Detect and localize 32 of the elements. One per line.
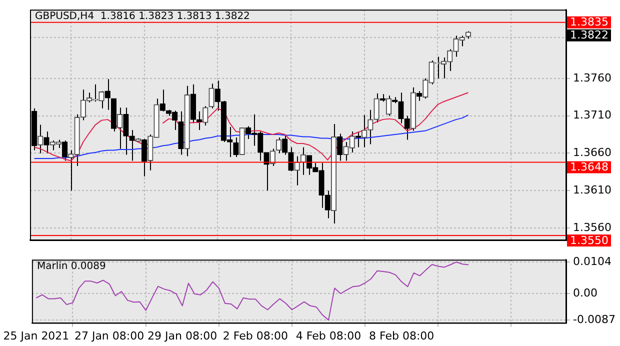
y-tick-label: 0.0104 xyxy=(573,254,612,268)
candlestick xyxy=(44,131,50,154)
candlestick xyxy=(62,140,68,162)
candlestick xyxy=(337,133,343,162)
candlestick xyxy=(123,107,129,156)
chart-title: Marlin 0.0089 xyxy=(36,261,106,272)
y-tick-label: 1.3710 xyxy=(573,108,612,122)
candlestick xyxy=(368,109,374,145)
x-tick-label: 8 Feb 08:00 xyxy=(368,329,434,342)
x-tick-label: 27 Jan 08:00 xyxy=(74,329,144,342)
candlestick xyxy=(160,89,166,112)
ref-line-label: 1.3835 xyxy=(570,16,608,29)
ref-line-label: 1.3648 xyxy=(570,160,608,174)
y-tick-label: 1.3560 xyxy=(573,220,612,234)
candlestick xyxy=(233,137,239,158)
y-tick-label: 1.3760 xyxy=(573,71,612,84)
ref-line-label: 1.3550 xyxy=(570,234,608,247)
y-tick-label: -0.0087 xyxy=(573,312,616,326)
candlestick xyxy=(264,152,270,192)
candlestick xyxy=(282,136,288,156)
candlestick xyxy=(129,130,135,162)
chart-title: GBPUSD,H4 1.3816 1.3823 1.3813 1.3822 xyxy=(35,11,250,22)
text: 1.3822 xyxy=(570,28,608,42)
y-tick-label: 0.00 xyxy=(573,286,598,300)
candlestick xyxy=(141,138,148,177)
candlestick xyxy=(196,110,202,131)
x-tick-label: 29 Jan 08:00 xyxy=(148,329,218,342)
y-tick-label: 1.3660 xyxy=(573,146,612,160)
x-tick-label: 2 Feb 08:00 xyxy=(222,329,288,342)
x-tick-label: 4 Feb 08:00 xyxy=(296,329,362,342)
x-tick-label: 25 Jan 2021 xyxy=(3,329,70,342)
y-tick-label: 1.3610 xyxy=(573,183,612,196)
